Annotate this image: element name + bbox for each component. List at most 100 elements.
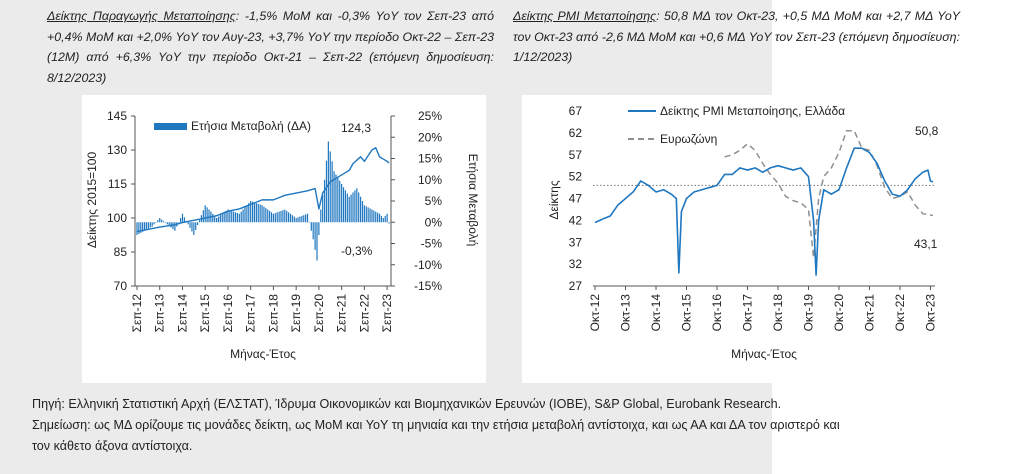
yoy-bar (138, 222, 140, 234)
x-axis-title: Μήνας-Έτος (731, 347, 797, 361)
caption-pmi-title: Δείκτης PMI Μεταποίησης (513, 9, 657, 23)
yoy-bar (346, 193, 348, 223)
yoy-bar (354, 190, 356, 223)
y-tick-label: 47 (569, 192, 583, 206)
yoy-bar (369, 208, 371, 223)
yoy-bar (377, 212, 379, 223)
yoy-bar (242, 209, 244, 223)
yoy-bar (174, 222, 176, 231)
left-tick-label: 85 (114, 245, 128, 259)
yoy-bar (286, 210, 288, 223)
x-tick-label: Οκτ-22 (893, 294, 907, 332)
annotation-greece-last: 50,8 (915, 124, 939, 138)
yoy-bar (386, 213, 388, 223)
yoy-bar (363, 205, 365, 223)
yoy-bar (380, 215, 383, 223)
y-tick-label: 42 (569, 213, 583, 227)
yoy-bar (157, 220, 159, 223)
x-tick-label: Οκτ-13 (618, 294, 632, 332)
yoy-bar (278, 211, 280, 223)
yoy-bar (299, 216, 301, 223)
source-text: Πηγή: Ελληνική Στατιστική Αρχή (ΕΛΣΤΑΤ),… (32, 397, 782, 411)
yoy-bar (147, 222, 149, 229)
x-tick-label: Σεπ-13 (153, 294, 167, 333)
yoy-bar (367, 207, 369, 223)
yoy-bar (320, 209, 322, 223)
yoy-bar (344, 190, 347, 223)
x-tick-label: Σεπ-18 (266, 294, 280, 333)
y-tick-label: 57 (569, 148, 583, 162)
x-tick-label: Οκτ-19 (801, 294, 815, 332)
yoy-bar (314, 222, 316, 250)
yoy-bar (318, 222, 320, 235)
yoy-bar (244, 207, 246, 223)
yoy-bar (189, 222, 191, 228)
x-tick-label: Οκτ-17 (740, 294, 754, 332)
yoy-bar (195, 222, 197, 231)
yoy-bar (155, 222, 157, 223)
yoy-bar (214, 215, 216, 223)
yoy-bar (267, 209, 269, 223)
yoy-bar (153, 222, 155, 225)
yoy-bar (225, 210, 227, 223)
yoy-bar (272, 213, 275, 223)
yoy-bar (178, 222, 180, 223)
yoy-bar (333, 171, 335, 223)
yoy-bar (164, 222, 167, 223)
yoy-bar (341, 184, 343, 223)
yoy-bar (251, 201, 254, 223)
yoy-bar (263, 206, 265, 223)
yoy-bar (384, 215, 386, 223)
y-tick-label: 32 (569, 257, 583, 271)
yoy-bar (250, 201, 252, 223)
yoy-bar (191, 222, 193, 232)
x-axis-title: Μήνας-Έτος (230, 347, 296, 361)
yoy-bar (240, 211, 242, 223)
x-tick-label: Οκτ-23 (923, 294, 937, 332)
x-axis-ticks: Σεπ-12 Σεπ-13 Σεπ-14 Σεπ-15 Σεπ-16 Σεπ-17 Σεπ-… (130, 286, 394, 332)
yoy-bar (142, 222, 144, 232)
index-level-line (136, 147, 390, 233)
x-tick-label: Σεπ-20 (312, 294, 326, 333)
yoy-bar (337, 177, 339, 223)
yoy-bar (136, 222, 138, 235)
yoy-bar (233, 211, 235, 223)
x-axis-ticks: Οκτ-12 Οκτ-13 Οκτ-14 Οκτ-15 Οκτ-16 Οκτ-17 Οκτ-… (588, 286, 937, 331)
x-tick-label: Οκτ-18 (771, 294, 785, 332)
yoy-bar (358, 192, 360, 223)
x-tick-label: Σεπ-12 (130, 294, 144, 333)
note-text-line-2: τον κάθετο άξονα αντίστοιχα. (32, 439, 193, 453)
yoy-bar (371, 209, 373, 223)
yoy-bar (306, 213, 309, 223)
yoy-bar (168, 222, 170, 226)
x-tick-label: Οκτ-15 (679, 294, 693, 332)
left-tick-label: 115 (108, 177, 127, 191)
yoy-bar (143, 222, 146, 231)
yoy-bar (187, 222, 189, 225)
note-text-line-1: Σημείωση: ως ΜΔ ορίζουμε τις μονάδες δεί… (32, 418, 840, 432)
left-tick-label: 145 (107, 109, 127, 123)
yoy-bar (198, 220, 201, 223)
greece-pmi-line (594, 147, 934, 276)
yoy-bar (378, 213, 381, 223)
right-tick-label: 20% (418, 130, 442, 144)
yoy-bar (297, 217, 299, 223)
yoy-bar (223, 212, 225, 223)
y-tick-label: 37 (569, 235, 583, 249)
right-tick-label: 0% (425, 215, 443, 229)
yoy-bar (325, 160, 328, 223)
yoy-bar (280, 210, 282, 223)
left-tick-label: 130 (107, 143, 127, 157)
yoy-bar (382, 218, 384, 223)
yoy-bar (159, 218, 161, 223)
y-tick-label: 52 (569, 170, 583, 184)
right-tick-label: -5% (421, 237, 443, 251)
right-tick-label: 5% (425, 194, 443, 208)
yoy-bar (145, 222, 148, 230)
y-axis-ticks: 67 62 57 52 47 42 37 32 27 (569, 104, 583, 293)
yoy-bars (136, 141, 390, 261)
annotation-last-level: 124,3 (341, 121, 371, 135)
caption-production-title: Δείκτης Παραγωγής Μεταποίησης (47, 9, 236, 23)
x-tick-label: Οκτ-20 (832, 294, 846, 332)
